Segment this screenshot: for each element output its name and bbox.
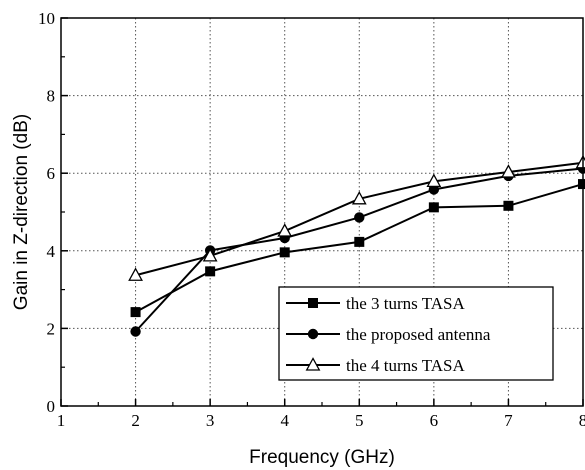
triangle-marker xyxy=(575,154,585,169)
axis-ticks xyxy=(60,17,584,407)
legend-label: the 3 turns TASA xyxy=(346,294,465,313)
y-tick-label: 10 xyxy=(38,9,55,28)
square-marker xyxy=(205,266,216,277)
square-marker xyxy=(354,236,365,247)
series-layer xyxy=(128,154,585,337)
square-marker xyxy=(279,247,290,258)
triangle-marker xyxy=(426,173,442,187)
x-tick-label: 4 xyxy=(280,411,289,430)
series-3 xyxy=(128,154,585,281)
legend-label: the proposed antenna xyxy=(346,325,491,344)
legend-label: the 4 turns TASA xyxy=(346,356,465,375)
y-tick-label: 4 xyxy=(47,242,56,261)
triangle-marker xyxy=(202,247,218,262)
legend: the 3 turns TASA the proposed antenna the … xyxy=(278,286,554,381)
square-marker xyxy=(503,200,514,211)
x-tick-label: 6 xyxy=(430,411,439,430)
circle-marker xyxy=(354,212,365,223)
x-tick-label: 3 xyxy=(206,411,215,430)
x-axis-title: Frequency (GHz) xyxy=(249,447,395,468)
triangle-marker xyxy=(277,223,293,237)
triangle-marker xyxy=(351,190,367,205)
tick-labels: 1 2 3 4 5 6 7 8 0 2 4 6 8 10 xyxy=(38,9,585,430)
y-tick-label: 2 xyxy=(47,319,56,338)
y-tick-label: 6 xyxy=(47,164,56,183)
series-1 xyxy=(130,179,585,318)
square-marker xyxy=(578,179,585,190)
triangle-marker xyxy=(128,267,143,281)
x-tick-label: 2 xyxy=(131,411,140,430)
triangle-marker xyxy=(501,164,516,178)
x-tick-label: 5 xyxy=(355,411,364,430)
x-tick-label: 1 xyxy=(57,411,66,430)
y-tick-label: 0 xyxy=(47,397,56,416)
square-marker xyxy=(428,202,439,213)
circle-marker xyxy=(130,326,141,337)
triangle-marker xyxy=(305,357,321,371)
x-tick-label: 8 xyxy=(579,411,585,430)
y-tick-label: 8 xyxy=(47,87,56,106)
square-marker xyxy=(130,307,141,318)
legend-item: the proposed antenna xyxy=(286,325,491,344)
legend-item: the 4 turns TASA xyxy=(286,356,465,375)
legend-item: the 3 turns TASA xyxy=(286,294,465,313)
y-axis-title: Gain in Z-direction (dB) xyxy=(11,114,32,310)
square-marker xyxy=(308,298,318,308)
circle-marker xyxy=(307,328,319,340)
x-tick-label: 7 xyxy=(504,411,513,430)
